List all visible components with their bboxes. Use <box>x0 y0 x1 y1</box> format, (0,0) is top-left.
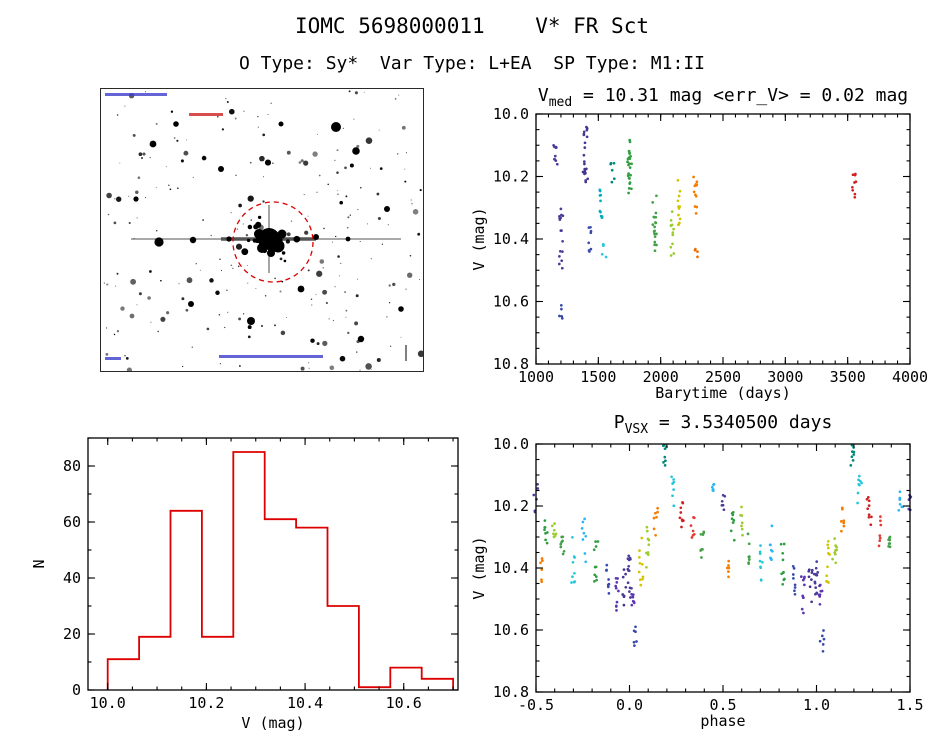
target-marker-circle <box>232 201 314 283</box>
lightcurve-axes <box>535 113 911 365</box>
y-tick-label: 0 <box>72 681 81 699</box>
histogram-labels: 10.0 10.2 10.4 10.6 0 20 40 60 80 V (mag) N <box>30 457 422 732</box>
y-tick-label: 10.0 <box>493 105 529 123</box>
phase-chart: -0.5 0.0 0.5 1.0 1.5 10.0 10.2 10.4 10.6 10.8 phas… <box>470 412 924 730</box>
x-tick-label: 1.5 <box>896 696 923 714</box>
histogram-bars <box>106 451 454 690</box>
starfield-image <box>100 88 424 372</box>
x-tick-label: 1500 <box>580 368 616 386</box>
x-tick-label: 2000 <box>643 368 679 386</box>
x-tick-label: 1.0 <box>803 696 830 714</box>
y-tick-label: 20 <box>63 625 81 643</box>
y-tick-label: 10.8 <box>493 355 529 373</box>
histogram-chart: 10.0 10.2 10.4 10.6 0 20 40 60 80 V (mag) N <box>30 437 459 732</box>
lightcurve-title: Vmed = 10.31 mag <err_V> = 0.02 mag <box>538 85 908 110</box>
page-title: IOMC 5698000011 V* FR Sct <box>294 14 649 38</box>
phase-title: PVSX = 3.5340500 days <box>614 412 833 437</box>
y-tick-label: 10.8 <box>493 683 529 701</box>
annotation-marks <box>105 93 407 361</box>
x-tick-label: 10.2 <box>188 694 224 712</box>
lightcurve-data <box>552 125 858 320</box>
x-axis-label: Barytime (days) <box>655 384 790 402</box>
y-tick-label: 10.4 <box>493 230 529 248</box>
y-tick-label: 10.6 <box>493 293 529 311</box>
y-tick-label: 10.4 <box>493 559 529 577</box>
x-tick-label: 10.0 <box>90 694 126 712</box>
x-tick-label: 0.0 <box>616 696 643 714</box>
x-tick-label: 1000 <box>518 368 554 386</box>
y-tick-label: 10.2 <box>493 168 529 186</box>
x-tick-label: 10.6 <box>386 694 422 712</box>
y-tick-label: 10.2 <box>493 497 529 515</box>
phase-labels: -0.5 0.0 0.5 1.0 1.5 10.0 10.2 10.4 10.6 10.8 phas… <box>470 412 924 730</box>
x-axis-label: V (mag) <box>241 714 304 732</box>
page-subtitle: O Type: Sy* Var Type: L+EA SP Type: M1:I… <box>239 53 705 74</box>
y-tick-label: 40 <box>63 569 81 587</box>
background-stars <box>103 90 423 371</box>
starfield-svg <box>100 88 424 372</box>
x-axis-label: phase <box>700 712 745 730</box>
lightcurve-chart: 1000 1500 2000 2500 3000 3500 4000 10.0 10.2 10.4… <box>470 85 928 402</box>
y-tick-label: 10.0 <box>493 435 529 453</box>
x-tick-label: 2500 <box>705 368 741 386</box>
x-tick-label: -0.5 <box>518 696 554 714</box>
histogram-axes <box>87 437 459 691</box>
y-axis-label: V (mag) <box>470 536 488 599</box>
y-tick-label: 80 <box>63 457 81 475</box>
x-tick-label: 3500 <box>830 368 866 386</box>
x-tick-label: 4000 <box>892 368 928 386</box>
lightcurve-labels: 1000 1500 2000 2500 3000 3500 4000 10.0 10.2 10.4… <box>470 85 928 402</box>
y-axis-label: N <box>30 559 48 568</box>
phase-axes <box>535 443 911 693</box>
y-tick-label: 10.6 <box>493 621 529 639</box>
diffraction-spikes <box>131 205 401 273</box>
y-axis-label: V (mag) <box>470 207 488 270</box>
x-tick-label: 0.5 <box>709 696 736 714</box>
x-tick-label: 10.4 <box>287 694 323 712</box>
phase-data <box>532 443 913 653</box>
x-tick-label: 3000 <box>767 368 803 386</box>
histogram-data <box>106 451 454 690</box>
y-tick-label: 60 <box>63 513 81 531</box>
